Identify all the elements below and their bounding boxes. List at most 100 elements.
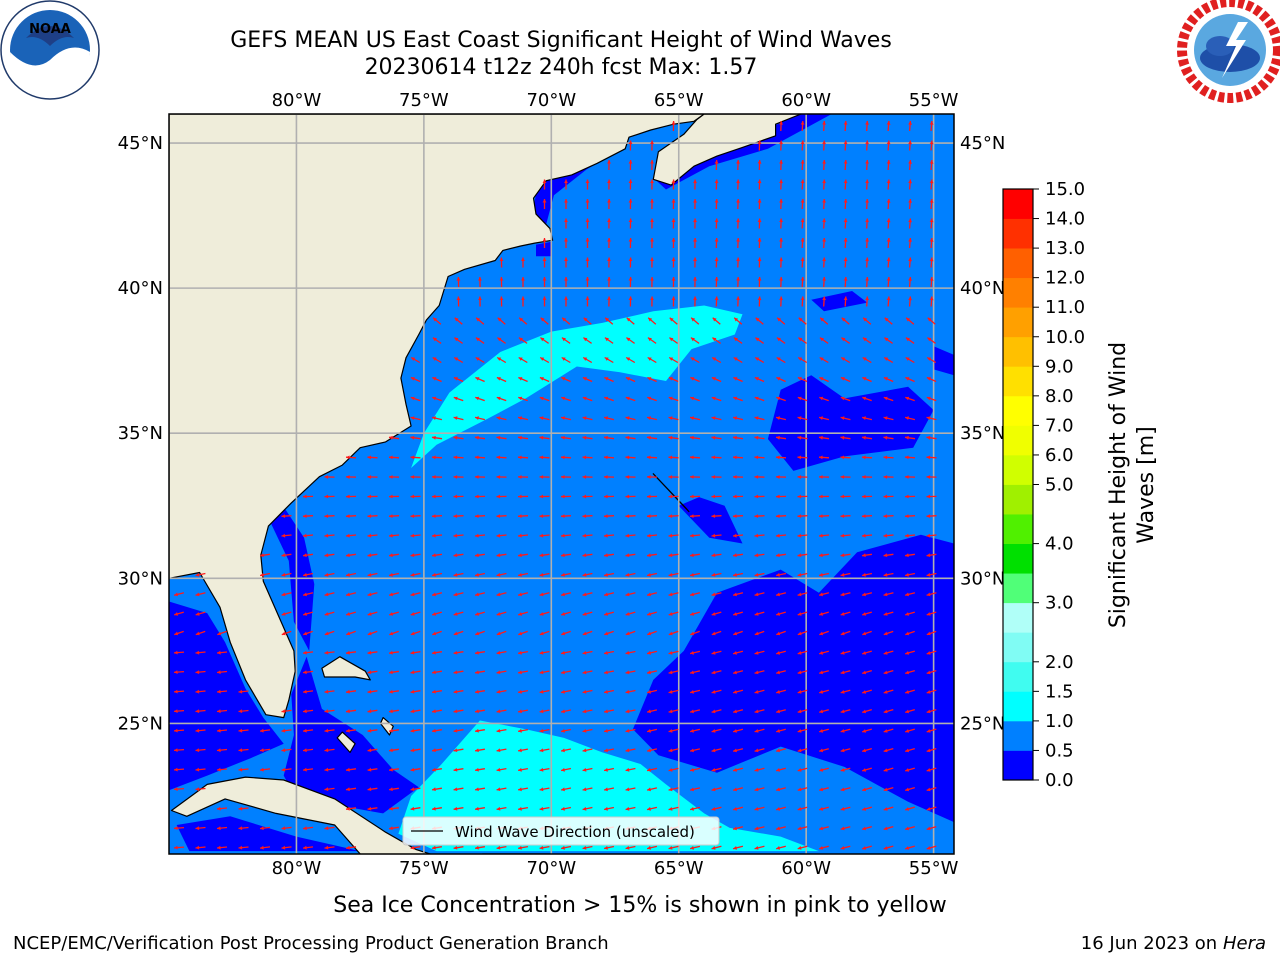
wind-wave-arrowhead — [476, 317, 481, 322]
wind-wave-arrowhead — [626, 357, 631, 361]
wind-wave-arrowhead — [754, 533, 759, 538]
wind-wave-arrowhead — [453, 689, 458, 694]
lon-tick-label-top: 70°W — [526, 90, 576, 111]
wind-wave-arrowhead — [539, 533, 544, 538]
wind-wave-arrowhead — [884, 357, 889, 361]
wind-wave-arrowhead — [927, 357, 932, 361]
colorbar-swatch — [1003, 543, 1033, 574]
wind-wave-arrowhead — [863, 317, 868, 322]
wind-wave-arrowhead — [453, 728, 458, 733]
wind-wave-arrowhead — [453, 553, 458, 558]
colorbar-swatch — [1003, 277, 1033, 308]
wind-wave-arrowhead — [518, 748, 522, 753]
wind-wave-arrowhead — [797, 846, 802, 850]
wind-wave-arrowhead — [886, 140, 891, 145]
wind-wave-arrowhead — [475, 475, 479, 479]
wind-wave-arrowhead — [475, 806, 479, 811]
wind-wave-arrowhead — [518, 494, 522, 499]
wind-wave-arrowhead — [797, 670, 802, 675]
wind-wave-arrowhead — [843, 199, 848, 203]
wind-wave-arrowhead — [346, 845, 350, 850]
wind-wave-arrowhead — [711, 768, 716, 772]
wind-wave-arrowhead — [862, 748, 867, 753]
wind-wave-arrowhead — [929, 238, 934, 242]
wind-wave-arrowhead — [625, 455, 630, 460]
wind-wave-arrowhead — [604, 533, 608, 538]
wind-wave-arrowhead — [693, 199, 697, 203]
wind-wave-arrowhead — [174, 689, 178, 694]
wind-wave-arrowhead — [518, 845, 522, 850]
wind-wave-arrowhead — [797, 572, 802, 577]
wind-wave-arrowhead — [797, 455, 802, 460]
wind-wave-arrowhead — [174, 592, 178, 597]
wind-wave-arrowhead — [908, 218, 912, 223]
wind-wave-arrowhead — [564, 199, 568, 203]
wind-wave-arrowhead — [367, 767, 372, 772]
lon-tick-label-bottom: 60°W — [781, 858, 831, 879]
wind-wave-arrowhead — [475, 396, 480, 401]
wind-wave-arrowhead — [905, 533, 909, 538]
wind-wave-arrowhead — [174, 728, 178, 733]
wind-wave-arrowhead — [819, 475, 823, 479]
wind-wave-arrowhead — [174, 670, 178, 674]
wind-wave-arrowhead — [475, 728, 479, 733]
wind-wave-arrowhead — [346, 612, 351, 616]
noaa-logo-label: NOAA — [29, 22, 71, 37]
wind-wave-arrowhead — [628, 277, 633, 281]
wind-wave-arrowhead — [733, 553, 737, 558]
wind-wave-arrowhead — [757, 238, 762, 242]
wind-wave-arrowhead — [647, 494, 651, 499]
wind-wave-arrowhead — [582, 689, 587, 694]
wind-wave-arrowhead — [668, 709, 673, 714]
wind-wave-arrowhead — [625, 475, 630, 479]
wind-wave-arrowhead — [886, 179, 891, 184]
colorbar-tick-label: 6.0 — [1045, 445, 1074, 466]
wind-wave-arrowhead — [496, 806, 501, 811]
wind-wave-arrowhead — [539, 689, 544, 694]
wind-wave-arrowhead — [564, 296, 568, 300]
wind-wave-arrowhead — [303, 612, 308, 616]
wind-wave-arrowhead — [883, 631, 888, 636]
wind-wave-arrowhead — [346, 709, 350, 714]
wind-wave-arrowhead — [884, 337, 889, 342]
wind-wave-arrowhead — [604, 553, 608, 558]
wind-wave-arrowhead — [539, 377, 544, 381]
wind-wave-arrowhead — [561, 572, 565, 577]
wind-wave-arrowhead — [883, 396, 888, 401]
wind-wave-arrowhead — [564, 179, 568, 183]
wind-wave-arrowhead — [539, 396, 544, 401]
wind-wave-arrowhead — [260, 572, 264, 577]
wind-wave-arrowhead — [367, 806, 372, 811]
wind-wave-arrowhead — [195, 748, 200, 753]
wind-wave-arrowhead — [736, 179, 740, 184]
wind-wave-arrowhead — [843, 257, 848, 262]
wind-wave-arrowhead — [324, 572, 329, 577]
wind-wave-arrowhead — [929, 160, 934, 164]
colorbar-swatch — [1003, 366, 1033, 397]
wind-wave-arrowhead — [929, 140, 934, 145]
wind-wave-arrowhead — [797, 475, 802, 479]
wind-wave-arrowhead — [690, 494, 694, 499]
wind-wave-arrowhead — [690, 337, 695, 342]
wind-wave-arrowhead — [539, 572, 544, 577]
wind-wave-arrowhead — [195, 826, 200, 831]
wind-wave-arrowhead — [496, 494, 501, 499]
wind-wave-arrowhead — [862, 787, 867, 792]
wind-wave-arrowhead — [432, 767, 436, 772]
wind-wave-arrowhead — [690, 709, 694, 714]
wind-wave-arrowhead — [346, 689, 350, 694]
wind-wave-arrowhead — [281, 553, 286, 558]
lat-tick-label-right: 45°N — [960, 133, 1005, 154]
wind-wave-arrowhead — [905, 807, 910, 811]
wind-wave-arrowhead — [733, 768, 737, 772]
wind-wave-arrowhead — [776, 612, 781, 616]
wind-wave-arrowhead — [797, 553, 802, 558]
wind-wave-arrowhead — [862, 592, 866, 597]
wind-wave-arrowhead — [797, 690, 802, 694]
wind-wave-arrowhead — [754, 553, 759, 558]
wind-wave-arrowhead — [693, 218, 697, 223]
wind-wave-arrowhead — [690, 435, 694, 440]
wind-wave-arrowhead — [607, 257, 611, 261]
wind-wave-arrowhead — [886, 121, 891, 125]
wind-wave-arrowhead — [690, 396, 695, 401]
